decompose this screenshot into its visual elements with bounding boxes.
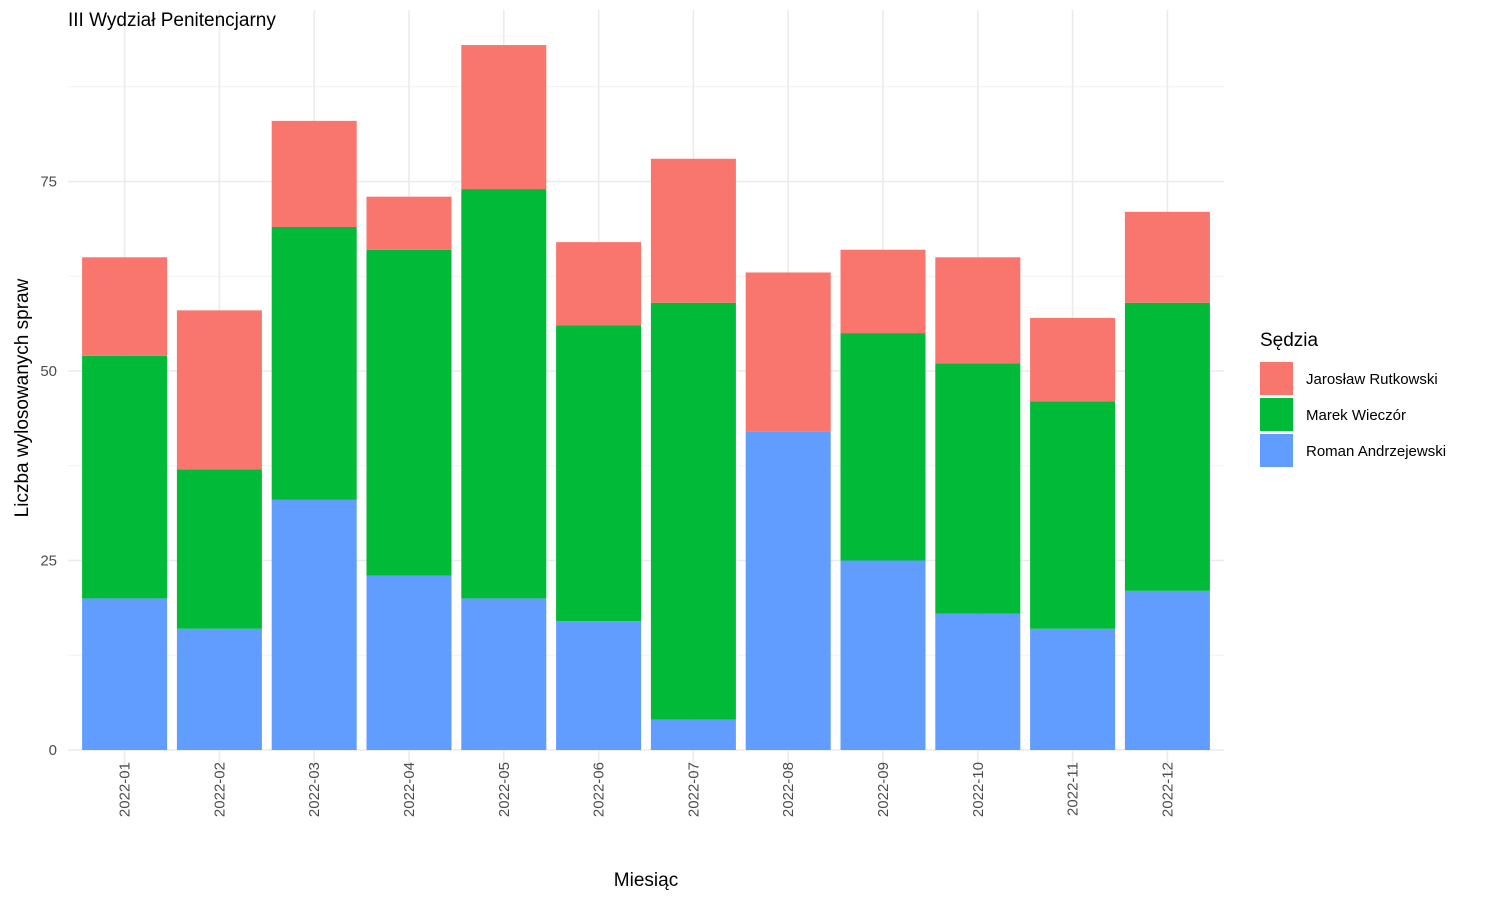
legend-swatch	[1260, 362, 1293, 395]
bar-marek-wiecz-r-2022-04	[366, 249, 452, 576]
x-tick-label: 2022-03	[306, 762, 323, 817]
x-tick-label: 2022-12	[1159, 762, 1176, 817]
bar-jaros-aw-rutkowski-2022-05	[461, 45, 547, 190]
bar-marek-wiecz-r-2022-01	[82, 355, 168, 599]
chart-title: III Wydział Penitencjarny	[68, 10, 276, 31]
x-tick-label: 2022-10	[970, 762, 987, 817]
bar-roman-andrzejewski-2022-11	[1030, 628, 1116, 750]
bar-roman-andrzejewski-2022-03	[271, 499, 357, 750]
bar-marek-wiecz-r-2022-12	[1124, 302, 1210, 591]
bars-layer	[82, 45, 1210, 750]
bar-marek-wiecz-r-2022-07	[650, 302, 736, 720]
bar-roman-andrzejewski-2022-10	[935, 613, 1021, 750]
bar-jaros-aw-rutkowski-2022-08	[745, 272, 831, 432]
y-axis-title: Liczba wylosowanych spraw	[12, 278, 33, 517]
legend-label: Marek Wieczór	[1306, 407, 1406, 424]
legend-swatch	[1260, 434, 1293, 467]
bar-jaros-aw-rutkowski-2022-04	[366, 196, 452, 250]
bar-jaros-aw-rutkowski-2022-10	[935, 257, 1021, 364]
bar-roman-andrzejewski-2022-09	[840, 560, 926, 750]
y-tick-label: 25	[40, 553, 57, 570]
x-tick-label: 2022-01	[117, 762, 134, 817]
x-tick-label: 2022-05	[496, 762, 513, 817]
y-tick-label: 50	[40, 363, 57, 380]
ticks-layer: 0 25 50 75 2022-01 2022-02 2022-03 2022-04 2022-…	[40, 174, 1176, 818]
bar-jaros-aw-rutkowski-2022-12	[1124, 211, 1210, 303]
bar-roman-andrzejewski-2022-04	[366, 575, 452, 750]
x-axis-title: Miesiąc	[614, 870, 678, 891]
bar-roman-andrzejewski-2022-06	[556, 621, 642, 750]
bar-jaros-aw-rutkowski-2022-09	[840, 249, 926, 334]
bar-marek-wiecz-r-2022-11	[1030, 401, 1116, 629]
bar-jaros-aw-rutkowski-2022-01	[82, 257, 168, 356]
bar-roman-andrzejewski-2022-05	[461, 598, 547, 750]
legend-label: Roman Andrzejewski	[1306, 443, 1446, 460]
bar-roman-andrzejewski-2022-07	[650, 719, 736, 750]
legend: Sędzia Jarosław Rutkowski Marek Wieczór Ro…	[1260, 330, 1446, 467]
bar-marek-wiecz-r-2022-06	[556, 325, 642, 622]
x-tick-label: 2022-02	[211, 762, 228, 817]
bar-marek-wiecz-r-2022-02	[176, 469, 262, 629]
bar-roman-andrzejewski-2022-01	[82, 598, 168, 750]
x-tick-label: 2022-11	[1065, 762, 1082, 816]
bar-jaros-aw-rutkowski-2022-02	[176, 310, 262, 470]
bar-marek-wiecz-r-2022-10	[935, 363, 1021, 614]
x-tick-label: 2022-06	[591, 762, 608, 817]
y-tick-label: 0	[49, 742, 57, 759]
bar-jaros-aw-rutkowski-2022-11	[1030, 317, 1116, 402]
y-tick-label: 75	[40, 174, 57, 191]
x-tick-label: 2022-08	[780, 762, 797, 817]
x-tick-label: 2022-09	[875, 762, 892, 817]
bar-roman-andrzejewski-2022-02	[176, 628, 262, 750]
x-tick-label: 2022-04	[401, 762, 418, 817]
x-tick-label: 2022-07	[685, 762, 702, 817]
bar-roman-andrzejewski-2022-08	[745, 431, 831, 750]
bar-jaros-aw-rutkowski-2022-07	[650, 158, 736, 303]
bar-marek-wiecz-r-2022-09	[840, 333, 926, 561]
bar-jaros-aw-rutkowski-2022-06	[556, 242, 642, 326]
legend-title: Sędzia	[1260, 330, 1319, 351]
legend-items: Jarosław Rutkowski Marek Wieczór Roman And…	[1260, 362, 1446, 467]
bar-jaros-aw-rutkowski-2022-03	[271, 120, 357, 227]
bar-marek-wiecz-r-2022-05	[461, 189, 547, 599]
legend-label: Jarosław Rutkowski	[1306, 371, 1438, 388]
bar-roman-andrzejewski-2022-12	[1124, 590, 1210, 750]
bar-marek-wiecz-r-2022-03	[271, 226, 357, 500]
legend-swatch	[1260, 398, 1293, 431]
